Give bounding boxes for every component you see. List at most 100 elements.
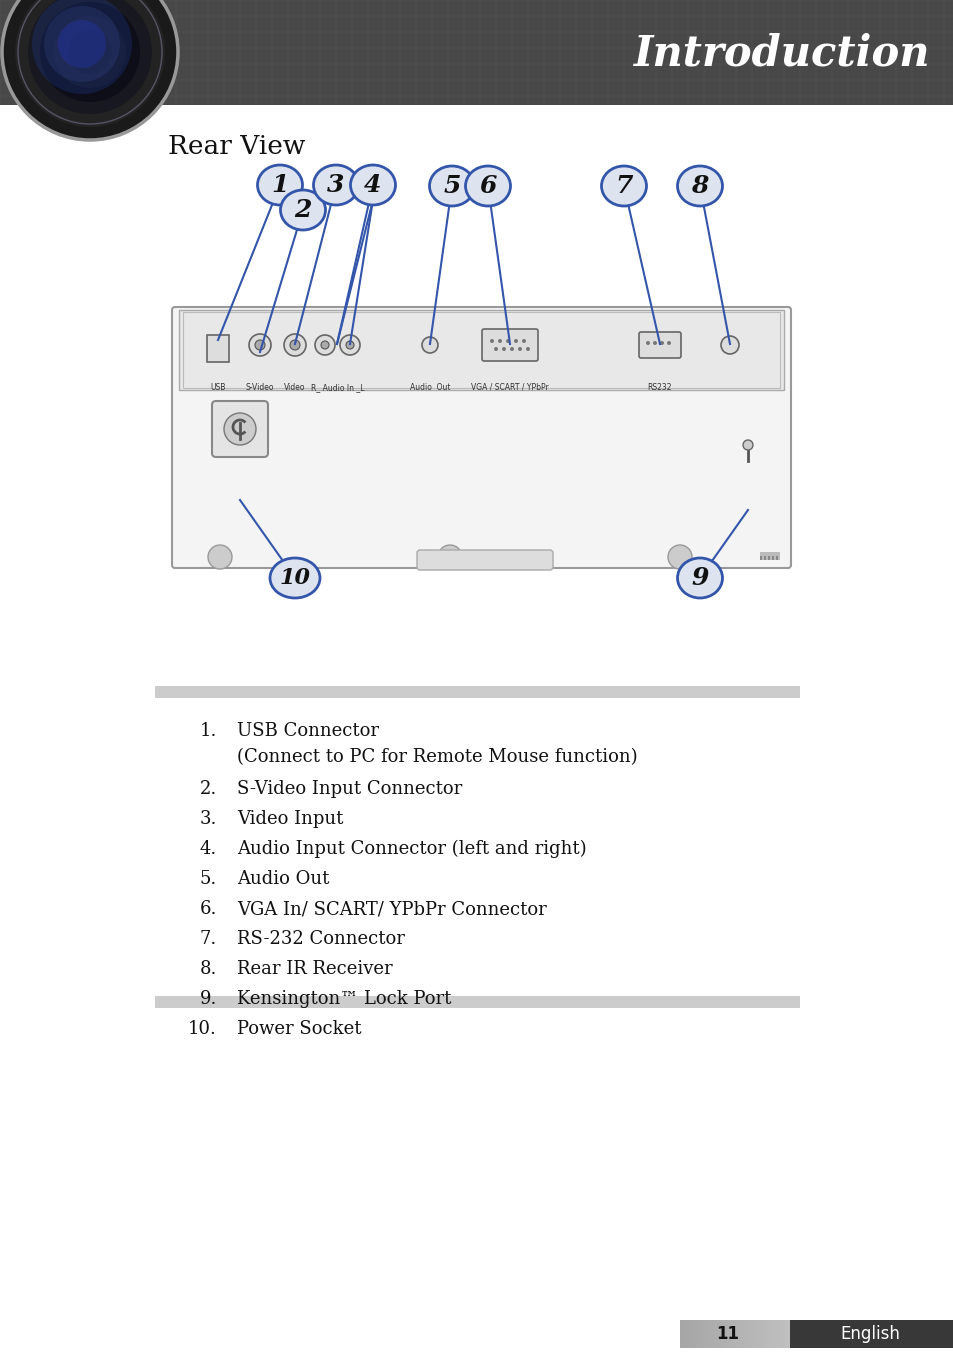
Bar [681, 1320, 682, 1349]
Circle shape [505, 338, 510, 343]
Circle shape [514, 338, 517, 343]
Text: Audio Out: Audio Out [236, 871, 329, 888]
Circle shape [320, 341, 329, 349]
Bar [699, 1320, 700, 1349]
Circle shape [40, 1, 140, 102]
Bar [704, 1320, 705, 1349]
Bar [732, 1320, 733, 1349]
Bar [710, 1320, 711, 1349]
Bar [757, 1320, 758, 1349]
Text: Video Input: Video Input [236, 810, 343, 829]
Circle shape [421, 337, 437, 353]
Circle shape [254, 340, 265, 349]
Text: 4: 4 [364, 173, 381, 196]
Bar [787, 1320, 788, 1349]
Text: Audio  Out: Audio Out [410, 383, 450, 393]
Ellipse shape [270, 558, 319, 598]
Bar [183, 311, 780, 389]
Ellipse shape [314, 165, 358, 204]
Circle shape [58, 20, 106, 68]
Circle shape [284, 334, 306, 356]
Bar [687, 1320, 688, 1349]
Text: Power Socket: Power Socket [236, 1020, 361, 1039]
Bar [729, 1320, 730, 1349]
Text: S-Video Input Connector: S-Video Input Connector [236, 780, 462, 798]
Bar [684, 1320, 685, 1349]
Text: 3: 3 [327, 173, 344, 196]
Circle shape [659, 341, 663, 345]
Bar [761, 1320, 762, 1349]
Ellipse shape [429, 167, 474, 206]
Bar [782, 1320, 783, 1349]
Circle shape [290, 340, 299, 349]
Text: 8.: 8. [199, 960, 216, 978]
Bar [700, 1320, 701, 1349]
Bar [733, 1320, 734, 1349]
Bar [743, 1320, 744, 1349]
Bar [744, 1320, 745, 1349]
Circle shape [2, 0, 178, 139]
Bar [691, 1320, 692, 1349]
Circle shape [54, 16, 126, 88]
Ellipse shape [465, 167, 510, 206]
Bar [762, 1320, 763, 1349]
Circle shape [521, 338, 525, 343]
Text: 11: 11 [716, 1326, 739, 1343]
FancyBboxPatch shape [212, 401, 268, 458]
Bar [701, 1320, 702, 1349]
Text: VGA / SCART / YPbPr: VGA / SCART / YPbPr [471, 383, 548, 393]
Bar [708, 1320, 709, 1349]
Bar [735, 1320, 737, 1349]
Bar [712, 1320, 713, 1349]
Bar [760, 1320, 761, 1349]
Bar [154, 997, 800, 1007]
Text: 10: 10 [279, 567, 310, 589]
Text: 7.: 7. [199, 930, 216, 948]
Bar [788, 1320, 789, 1349]
Circle shape [249, 334, 271, 356]
Text: Rear IR Receiver: Rear IR Receiver [236, 960, 393, 978]
Bar [719, 1320, 720, 1349]
Bar [753, 1320, 754, 1349]
Bar [775, 556, 778, 561]
Bar [764, 1320, 765, 1349]
Bar [775, 1320, 776, 1349]
Bar [768, 1320, 769, 1349]
Bar [742, 1320, 743, 1349]
Text: Introduction: Introduction [633, 32, 929, 74]
Ellipse shape [257, 165, 302, 204]
Text: Kensington™ Lock Port: Kensington™ Lock Port [236, 990, 451, 1007]
Text: 10.: 10. [188, 1020, 216, 1039]
Circle shape [339, 334, 359, 355]
Bar [780, 1320, 781, 1349]
Bar [760, 552, 780, 561]
Bar [697, 1320, 698, 1349]
Bar [734, 1320, 735, 1349]
Bar [767, 1320, 768, 1349]
Bar [773, 1320, 774, 1349]
Circle shape [525, 347, 530, 351]
Circle shape [437, 546, 461, 569]
Circle shape [667, 546, 691, 569]
Text: USB Connector: USB Connector [236, 722, 378, 741]
FancyBboxPatch shape [207, 334, 229, 362]
Text: Video: Video [284, 383, 305, 393]
Bar [749, 1320, 750, 1349]
Circle shape [490, 338, 494, 343]
Bar [695, 1320, 696, 1349]
FancyBboxPatch shape [416, 550, 553, 570]
Bar [760, 556, 761, 561]
Bar [737, 1320, 738, 1349]
Ellipse shape [601, 167, 646, 206]
Bar [686, 1320, 687, 1349]
Bar [706, 1320, 707, 1349]
Bar [771, 1320, 772, 1349]
Text: Rear View: Rear View [168, 134, 305, 160]
Bar [711, 1320, 712, 1349]
Bar [750, 1320, 751, 1349]
Bar [776, 1320, 778, 1349]
Text: 3.: 3. [199, 810, 216, 829]
Text: Audio Input Connector (left and right): Audio Input Connector (left and right) [236, 839, 586, 858]
Bar [745, 1320, 746, 1349]
Bar [784, 1320, 785, 1349]
